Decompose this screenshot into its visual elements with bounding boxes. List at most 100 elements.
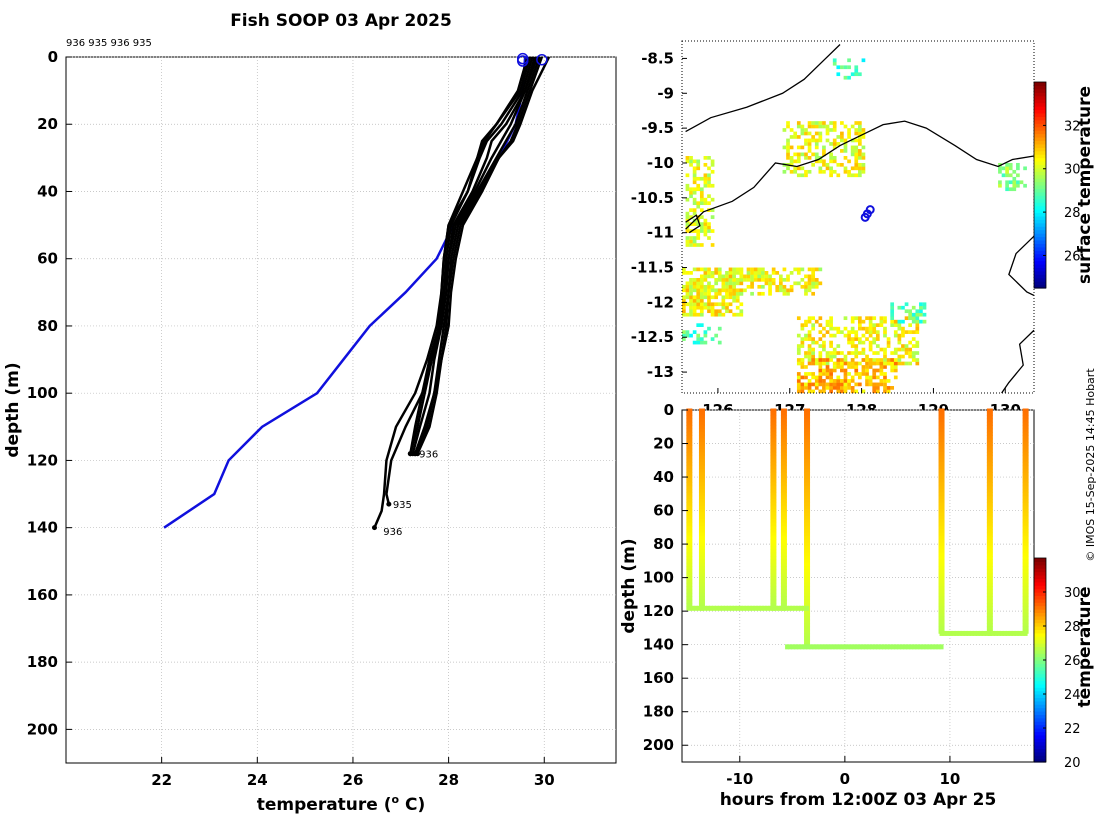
sst-pixel: [818, 281, 823, 286]
colorbar-segment: [1034, 728, 1046, 732]
cast-point: [698, 596, 705, 601]
colorbar-segment: [1034, 677, 1046, 681]
tow-point: [881, 644, 886, 650]
colorbar-segment: [1034, 274, 1046, 279]
sst-pixel: [818, 121, 823, 125]
sst-pixel: [703, 173, 708, 178]
sst-pixel: [814, 379, 819, 383]
cast-point: [1022, 589, 1029, 594]
cast-point: [686, 472, 693, 477]
colorbar-segment: [1034, 690, 1046, 695]
sst-pixel: [879, 316, 884, 321]
sst-pixel: [703, 225, 708, 230]
sst-pixel: [897, 326, 902, 331]
sst-pixel: [699, 274, 704, 279]
tow-point: [912, 644, 917, 650]
sst-pixel: [858, 142, 862, 146]
sst-pixel: [818, 375, 823, 380]
sst-pixel: [689, 312, 693, 317]
cast-point: [938, 468, 945, 473]
colorbar-segment: [1034, 270, 1046, 275]
colorbar-segment: [1034, 260, 1046, 265]
sst-pixel: [692, 340, 697, 345]
sst-pixel: [707, 222, 711, 226]
colorbar-segment: [1034, 143, 1046, 148]
sst-pixel: [822, 169, 826, 174]
sst-pixel: [843, 354, 848, 359]
cast-point: [698, 431, 705, 436]
sst-pixel: [807, 156, 812, 160]
tow-point: [875, 644, 880, 650]
sst-pixel: [872, 361, 877, 366]
sst-pixel: [911, 351, 916, 355]
sst-pixel: [811, 152, 816, 157]
colorbar-label-surface: surface temperature: [1075, 86, 1095, 284]
sst-pixel: [829, 319, 833, 324]
sst-pixel: [1005, 173, 1009, 178]
cast-point: [938, 602, 945, 607]
sst-pixel: [699, 309, 704, 314]
tow-point: [891, 644, 896, 650]
sst-pixel: [911, 358, 916, 362]
cast-point: [938, 502, 945, 507]
sst-pixel: [850, 379, 855, 383]
cast-point: [698, 411, 705, 416]
cast-point: [986, 462, 993, 467]
cast-point: [698, 579, 705, 584]
sst-pixel: [807, 138, 812, 143]
sst-pixel: [771, 277, 776, 282]
sst-pixel: [875, 330, 880, 334]
cast-point: [986, 549, 993, 554]
sst-pixel: [915, 312, 920, 317]
sst-pixel: [689, 159, 693, 164]
tow-point: [945, 630, 950, 636]
sst-pixel: [840, 379, 844, 383]
sst-pixel: [782, 267, 787, 272]
tow-point: [942, 630, 947, 636]
sst-pixel: [717, 277, 722, 282]
sst-pixel: [699, 298, 704, 303]
cast-point: [986, 472, 993, 477]
cast-point: [1022, 488, 1029, 493]
sst-pixel: [685, 291, 690, 296]
cast-point: [1022, 512, 1029, 517]
cast-point: [686, 482, 693, 487]
cast-point: [780, 478, 787, 483]
sst-pixel: [1012, 180, 1017, 185]
drop-id-list: 936 935 936 935: [66, 38, 152, 49]
sst-pixel: [861, 368, 866, 373]
y-tick-label: 200: [27, 720, 58, 738]
sst-pixel: [689, 309, 693, 314]
sst-pixel: [1005, 183, 1009, 188]
cast-point: [698, 542, 705, 547]
sst-pixel: [764, 274, 769, 279]
sst-pixel: [811, 135, 816, 139]
sst-pixel: [796, 271, 801, 275]
tow-point: [996, 630, 1001, 636]
sst-pixel: [768, 277, 772, 282]
lat-tick-label: -12: [647, 293, 674, 311]
sst-pixel: [710, 169, 715, 174]
tow-point: [939, 644, 944, 650]
sst-pixel: [786, 138, 790, 143]
sst-pixel: [728, 281, 733, 286]
sst-pixel: [793, 267, 798, 272]
colorbar-segment: [1034, 748, 1046, 753]
sst-pixel: [804, 351, 808, 355]
sst-pixel: [710, 337, 715, 341]
cast-point: [770, 455, 777, 460]
sst-pixel: [804, 323, 808, 327]
sst-pixel: [832, 169, 837, 174]
cast-point: [698, 525, 705, 530]
sst-pixel: [689, 162, 693, 167]
sst-pixel: [786, 277, 790, 282]
sst-pixel: [1012, 187, 1017, 192]
colorbar-segment: [1034, 154, 1046, 159]
cast-point: [938, 529, 945, 534]
section-data: [686, 408, 1029, 650]
sst-pixel: [818, 330, 823, 334]
sst-pixel: [761, 274, 765, 279]
sst-pixel: [696, 333, 701, 338]
